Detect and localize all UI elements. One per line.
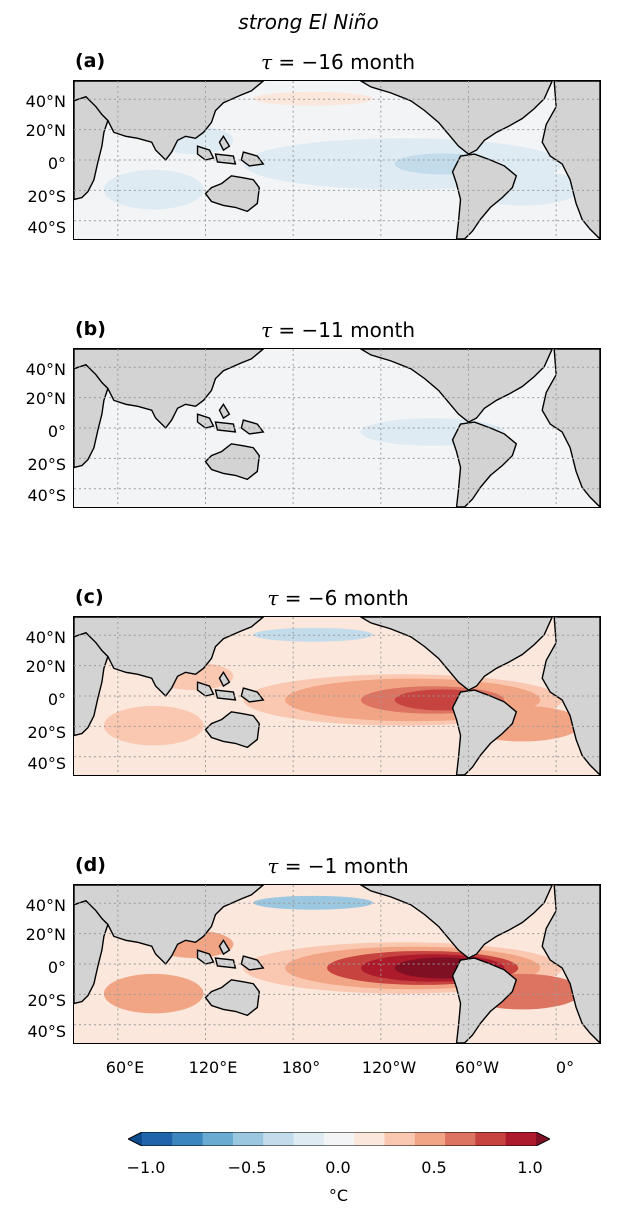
- map-panel-b: (b) τ = −11 month 40°N 20°N 0° 20°S 40°S: [0, 318, 617, 513]
- lat-tick-label: 0°: [47, 154, 66, 173]
- colorbar-segment: [445, 1132, 476, 1146]
- lat-tick-label: 20°N: [25, 925, 66, 944]
- lat-tick-label: 40°N: [25, 360, 66, 379]
- colorbar-segment: [232, 1132, 264, 1146]
- lon-tick-0: 0°: [555, 1058, 575, 1077]
- landmass-australia: [204, 711, 261, 749]
- lat-tick-label: 40°S: [27, 754, 66, 773]
- landmass-africa: [74, 900, 109, 1005]
- figure-suptitle: strong El Niño: [238, 10, 379, 34]
- colorbar: [128, 1132, 550, 1146]
- landmass-australia: [204, 443, 261, 481]
- lat-tick-label: 0°: [47, 958, 66, 977]
- colorbar-extend-max: [536, 1132, 550, 1146]
- colorbar-segment: [202, 1132, 234, 1146]
- map-frame: [73, 884, 601, 1044]
- map-frame: [73, 80, 601, 240]
- panel-title: τ = −6 month: [267, 586, 409, 610]
- lon-tick-60e: 60°E: [105, 1058, 145, 1077]
- colorbar-tick-1: 1.0: [517, 1158, 543, 1177]
- map-panel-a: (a) τ = −16 month 40°N 20°N 0° 20°S 40°S: [0, 50, 617, 245]
- lat-tick-label: 0°: [47, 690, 66, 709]
- colorbar-tick-0: 0.0: [325, 1158, 351, 1177]
- landmass-africa: [74, 632, 109, 737]
- map-frame: [73, 348, 601, 508]
- landmass-indonesia: [196, 939, 265, 971]
- panel-title: τ = −1 month: [267, 854, 409, 878]
- lat-tick-label: 0°: [47, 422, 66, 441]
- panel-label: (b): [75, 318, 106, 340]
- landmass-indonesia: [196, 671, 265, 703]
- lat-tick-label: 20°S: [27, 991, 66, 1010]
- landmass-europeAfrica: [541, 885, 600, 1043]
- panel-label: (c): [75, 586, 104, 608]
- panel-label: (a): [75, 50, 106, 72]
- colorbar-extend-min: [128, 1132, 142, 1146]
- lat-tick-label: 40°S: [27, 218, 66, 237]
- map-panel-d: (d) τ = −1 month 40°N 20°N 0° 20°S 40°S: [0, 854, 617, 1049]
- lat-tick-label: 20°N: [25, 389, 66, 408]
- colorbar-segment: [384, 1132, 416, 1146]
- colorbar-segment: [263, 1132, 295, 1146]
- map-panel-c: (c) τ = −6 month 40°N 20°N 0° 20°S 40°S: [0, 586, 617, 781]
- colorbar-segment: [475, 1132, 507, 1146]
- colorbar-segment: [323, 1132, 355, 1146]
- landmass-indonesia: [196, 135, 265, 167]
- lon-tick-180: 180°: [281, 1058, 321, 1077]
- lat-tick-label: 40°N: [25, 896, 66, 915]
- lat-tick-label: 40°S: [27, 486, 66, 505]
- lat-tick-label: 20°S: [27, 723, 66, 742]
- colorbar-tick-05: 0.5: [421, 1158, 447, 1177]
- colorbar-segment: [142, 1132, 173, 1146]
- colorbar-segment: [172, 1132, 204, 1146]
- map-frame: [73, 616, 601, 776]
- colorbar-segment: [505, 1132, 537, 1146]
- colorbar-tick-m1: −1.0: [126, 1158, 166, 1177]
- panel-label: (d): [75, 854, 106, 876]
- landmass-europeAfrica: [541, 349, 600, 507]
- landmass-australia: [204, 979, 261, 1017]
- lat-tick-label: 40°N: [25, 628, 66, 647]
- colorbar-segment: [414, 1132, 446, 1146]
- landmass-africa: [74, 364, 109, 469]
- lon-tick-120w: 120°W: [361, 1058, 417, 1077]
- landmass-africa: [74, 96, 109, 201]
- lat-tick-label: 20°N: [25, 657, 66, 676]
- colorbar-segment: [293, 1132, 325, 1146]
- panel-title: τ = −11 month: [260, 318, 416, 342]
- lon-tick-120e: 120°E: [188, 1058, 238, 1077]
- lat-tick-label: 20°N: [25, 121, 66, 140]
- landmass-europeAfrica: [541, 81, 600, 239]
- lat-tick-label: 20°S: [27, 187, 66, 206]
- landmass-indonesia: [196, 403, 265, 435]
- landmass-europeAfrica: [541, 617, 600, 775]
- lat-tick-label: 40°N: [25, 92, 66, 111]
- colorbar-segment: [354, 1132, 385, 1146]
- landmass-australia: [204, 175, 261, 213]
- lon-tick-60w: 60°W: [454, 1058, 500, 1077]
- lat-tick-label: 40°S: [27, 1022, 66, 1041]
- colorbar-unit: °C: [328, 1186, 349, 1205]
- colorbar-tick-m05: −0.5: [227, 1158, 267, 1177]
- panel-title: τ = −16 month: [260, 50, 416, 74]
- lat-tick-label: 20°S: [27, 455, 66, 474]
